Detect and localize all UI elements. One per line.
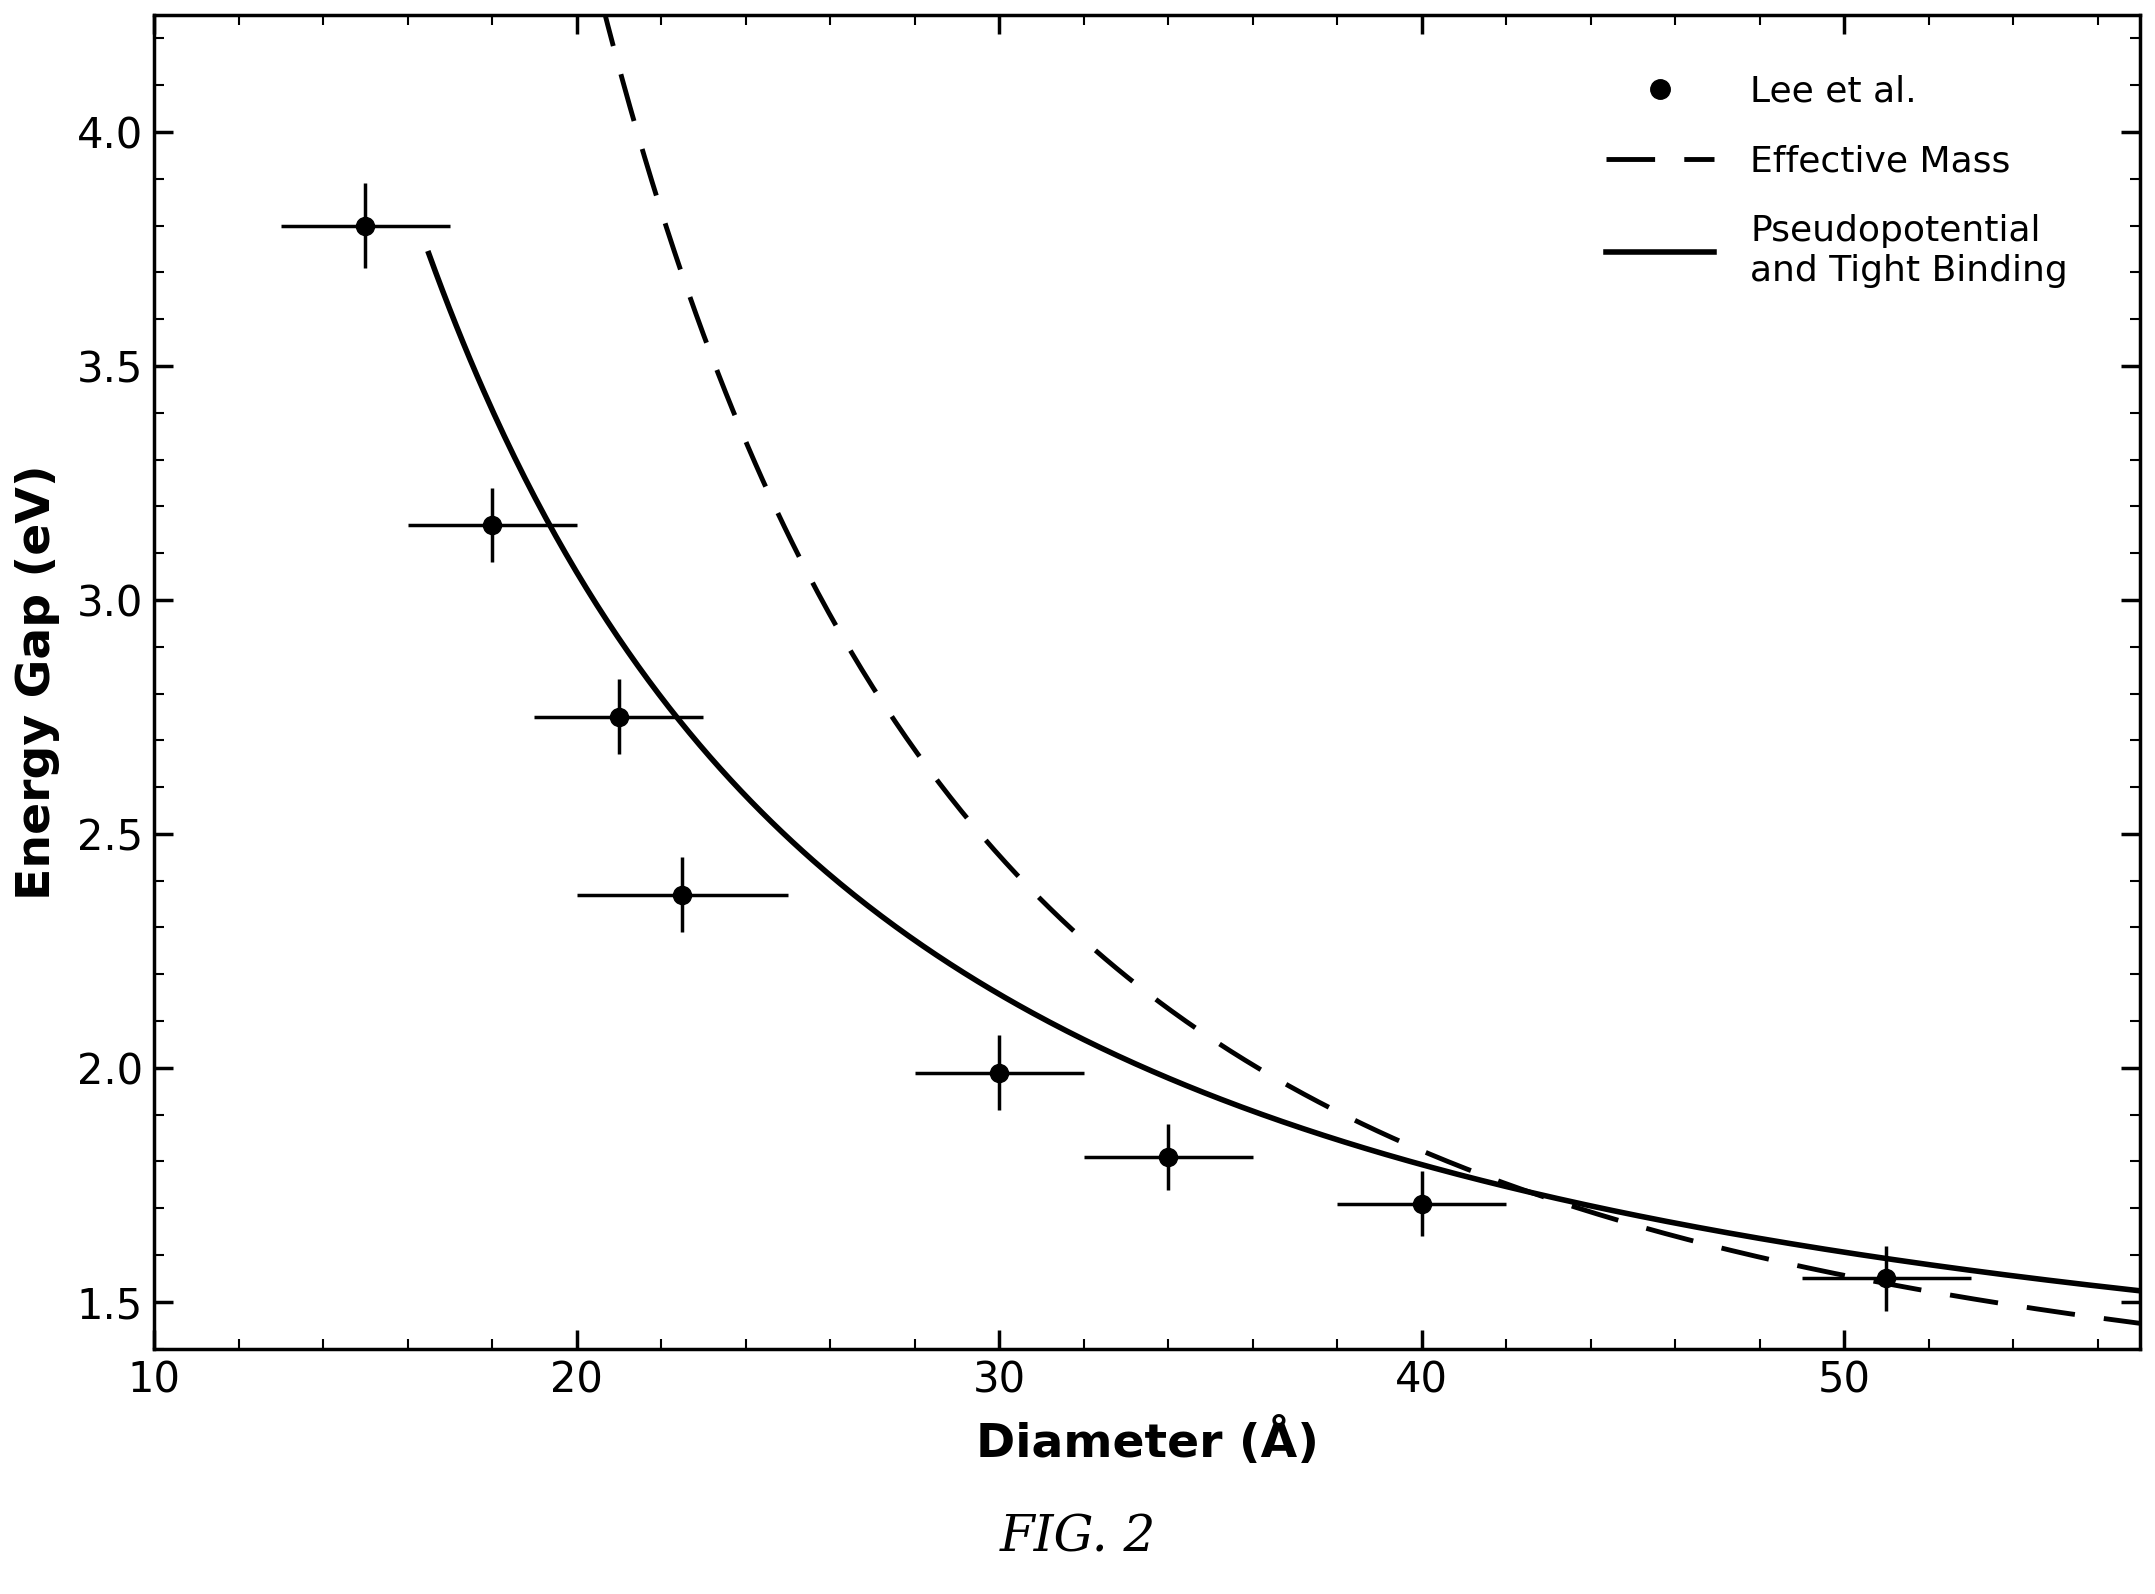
Legend: Lee et al., Effective Mass, Pseudopotential
and Tight Binding: Lee et al., Effective Mass, Pseudopotent…: [1590, 59, 2082, 303]
X-axis label: Diameter (Å): Diameter (Å): [976, 1419, 1319, 1468]
Y-axis label: Energy Gap (eV): Energy Gap (eV): [15, 464, 60, 899]
Text: FIG. 2: FIG. 2: [1000, 1513, 1155, 1562]
